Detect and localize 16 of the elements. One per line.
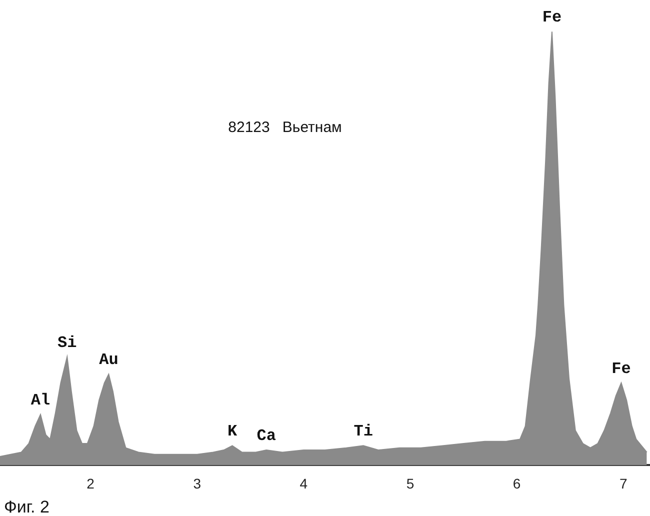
annotation: Al: [30, 392, 50, 410]
x-tick-label: 5: [406, 475, 414, 492]
annotation: Si: [58, 334, 77, 352]
x-tick-label: 3: [193, 475, 202, 492]
annotation: Au: [99, 351, 118, 370]
x-tick-label: 7: [619, 475, 628, 492]
annotation: Ti: [354, 422, 373, 441]
x-tick-label: 2: [86, 475, 95, 492]
x-tick-label: 4: [300, 475, 308, 492]
annotation: Fe: [542, 8, 562, 27]
annotation: K: [227, 422, 238, 441]
annotation: Fe: [612, 360, 631, 378]
text: Фиг. 2: [4, 498, 50, 516]
x-tick-label: 6: [512, 475, 521, 492]
annotation: Ca: [256, 427, 276, 446]
annotation: 82123 Вьетнам: [228, 119, 342, 136]
